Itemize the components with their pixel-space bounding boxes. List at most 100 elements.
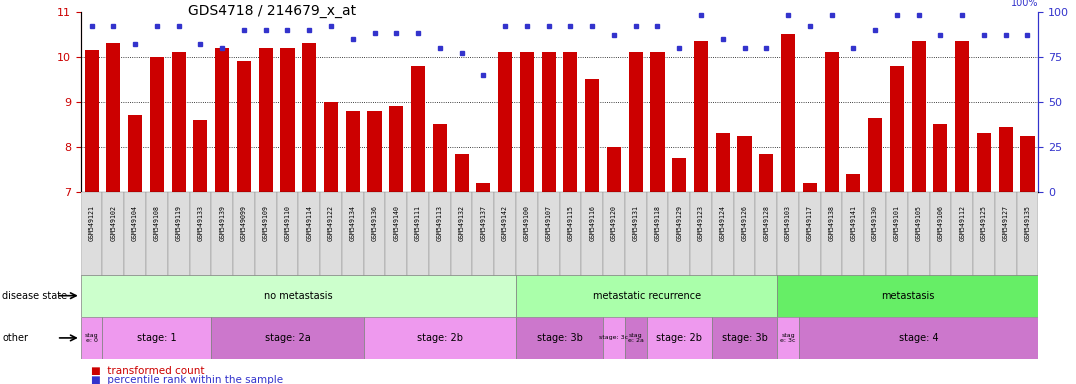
Bar [951,192,973,276]
Bar [716,133,730,192]
Text: 100%: 100% [1010,0,1038,8]
Text: stag
e: 0: stag e: 0 [85,333,98,343]
Bar [237,61,251,192]
Bar [302,43,316,192]
Text: GSM549127: GSM549127 [1003,205,1008,241]
Text: GSM549130: GSM549130 [873,205,878,241]
Bar [628,52,642,192]
Bar [102,317,211,359]
Text: GSM549111: GSM549111 [415,205,421,241]
Bar [345,111,359,192]
Text: GSM549128: GSM549128 [763,205,769,241]
Bar [755,192,777,276]
Bar [798,192,821,276]
Bar [647,317,712,359]
Text: GSM549103: GSM549103 [785,205,791,241]
Bar [168,192,189,276]
Bar [781,34,795,192]
Text: GSM549118: GSM549118 [654,205,661,241]
Bar [385,192,407,276]
Bar [233,192,255,276]
Bar [668,192,690,276]
Text: ■  percentile rank within the sample: ■ percentile rank within the sample [91,375,284,384]
Text: metastasis: metastasis [881,291,934,301]
Bar [324,102,338,192]
Bar [81,275,516,317]
Bar [886,192,908,276]
Text: GSM549099: GSM549099 [241,205,246,241]
Bar [538,192,560,276]
Text: GSM549133: GSM549133 [197,205,203,241]
Bar [564,52,578,192]
Bar [494,192,516,276]
Bar [760,154,774,192]
Bar [277,192,298,276]
Bar [1020,136,1034,192]
Text: GSM549100: GSM549100 [524,205,529,241]
Bar [454,154,469,192]
Bar [607,147,621,192]
Text: GSM549135: GSM549135 [1024,205,1031,241]
Bar [128,115,142,192]
Text: GDS4718 / 214679_x_at: GDS4718 / 214679_x_at [188,4,356,18]
Text: stag
e: 2a: stag e: 2a [627,333,643,343]
Text: GSM549131: GSM549131 [633,205,639,241]
Bar [429,192,451,276]
Bar [603,317,625,359]
Text: stage: 2b: stage: 2b [416,333,463,343]
Bar [712,192,734,276]
Text: no metastasis: no metastasis [264,291,332,301]
Bar [734,192,755,276]
Bar [798,317,1038,359]
Bar [973,192,995,276]
Text: other: other [2,333,28,343]
Bar [85,50,99,192]
Bar [581,192,603,276]
Bar [107,43,121,192]
Text: GSM549110: GSM549110 [284,205,291,241]
Bar [890,66,904,192]
Text: stage: 4: stage: 4 [898,333,938,343]
Text: GSM549141: GSM549141 [850,205,856,241]
Bar [298,192,320,276]
Text: GSM549102: GSM549102 [111,205,116,241]
Text: GSM549107: GSM549107 [546,205,552,241]
Text: stage: 1: stage: 1 [137,333,176,343]
Text: GSM549139: GSM549139 [220,205,225,241]
Bar [995,192,1017,276]
Text: GSM549124: GSM549124 [720,205,725,241]
Bar [433,124,447,192]
Bar [498,52,512,192]
Bar [194,120,208,192]
Bar [777,192,798,276]
Bar [650,52,665,192]
Bar [911,41,925,192]
Bar [777,317,798,359]
Bar [407,192,429,276]
Bar [124,192,146,276]
Bar [672,158,686,192]
Bar [560,192,581,276]
Bar [364,317,516,359]
Text: GSM549121: GSM549121 [88,205,95,241]
Text: GSM549115: GSM549115 [567,205,574,241]
Text: GSM549114: GSM549114 [307,205,312,241]
Bar [541,52,555,192]
Bar [390,106,404,192]
Bar [864,192,886,276]
Bar [342,192,364,276]
Bar [364,192,385,276]
Text: disease state: disease state [2,291,68,301]
Bar [625,192,647,276]
Text: GSM549119: GSM549119 [175,205,182,241]
Bar [281,48,295,192]
Bar [211,317,364,359]
Text: GSM549104: GSM549104 [132,205,138,241]
Text: GSM549101: GSM549101 [894,205,900,241]
Text: GSM549116: GSM549116 [590,205,595,241]
Text: GSM549120: GSM549120 [611,205,617,241]
Text: GSM549112: GSM549112 [959,205,965,241]
Bar [171,52,186,192]
Bar [868,118,882,192]
Text: GSM549117: GSM549117 [807,205,812,241]
